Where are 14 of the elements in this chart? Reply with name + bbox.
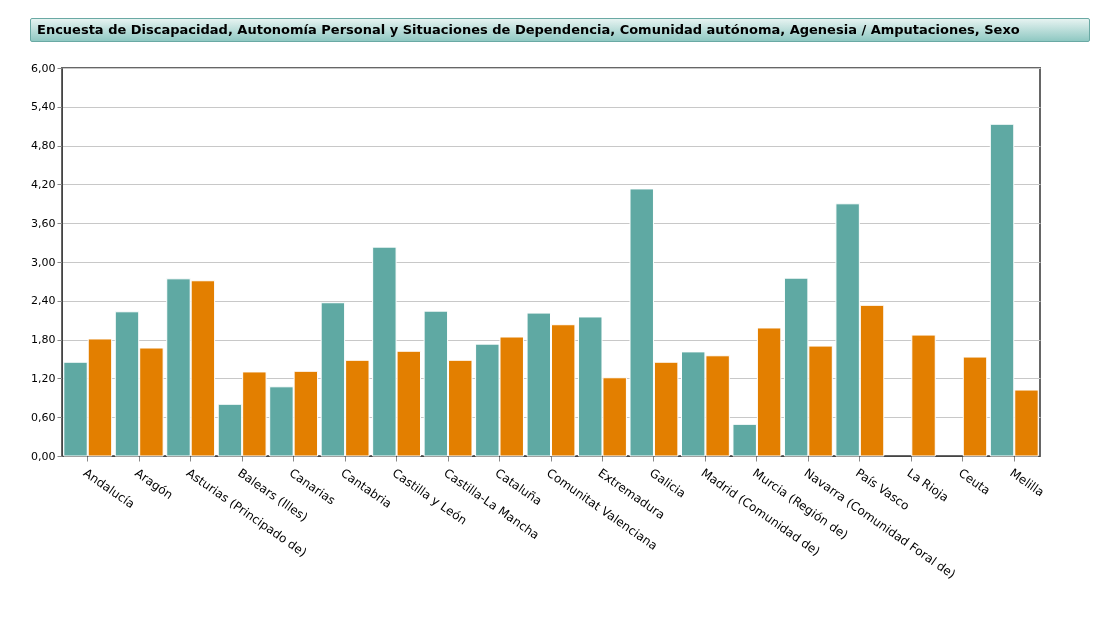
y-tick-label: 0,60 [31, 410, 56, 424]
chart-title: Encuesta de Discapacidad, Autonomía Personal y Situaciones de Dependencia, Comunidad autónoma, Agenesia / Amputaciones, Sexo [30, 18, 1090, 42]
bar [911, 334, 936, 457]
y-tick-label: 4,80 [31, 139, 56, 153]
y-tick-label: 3,00 [31, 255, 56, 269]
y-tick-label: 4,20 [31, 177, 56, 191]
bar [962, 356, 988, 457]
y-tick-label: 5,40 [31, 100, 56, 114]
y-tick-label: 3,60 [31, 216, 56, 230]
y-tick-label: 0,00 [31, 449, 56, 463]
y-tick-label: 1,80 [31, 333, 56, 347]
y-tick-label: 2,40 [31, 294, 56, 308]
y-tick-label: 1,20 [31, 371, 56, 385]
y-tick-label: 6,00 [31, 61, 56, 75]
